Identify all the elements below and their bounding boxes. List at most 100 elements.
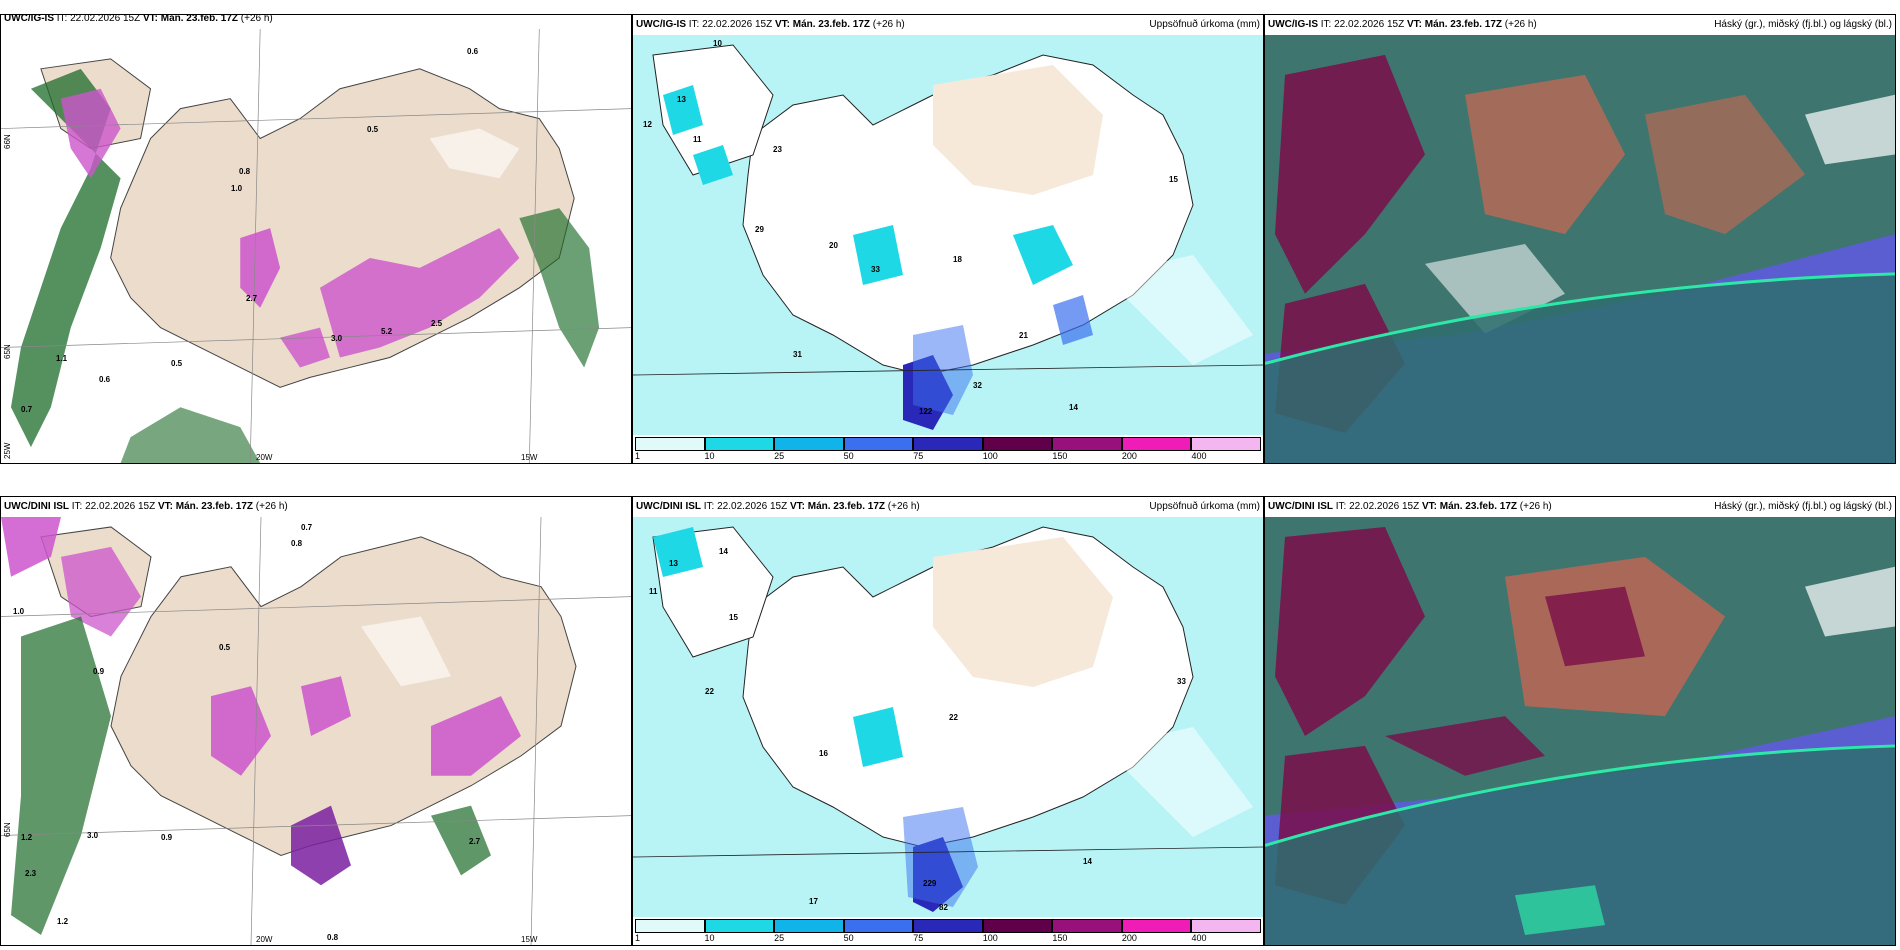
panel-header: UWC/IG-IS IT: 22.02.2026 15Z VT: Mán. 23… (1, 14, 631, 29)
colorbar-segment (704, 437, 775, 451)
valid-time: VT: Mán. 23.feb. 17Z (774, 19, 870, 30)
value-label: 0.6 (467, 47, 479, 56)
value-label: 0.7 (301, 523, 313, 532)
panel-bottom-right: UWC/DINI ISL IT: 22.02.2026 15Z VT: Mán.… (1264, 496, 1896, 946)
colorbar-tick: 200 (1121, 933, 1137, 943)
lead-time: (+26 h) (240, 14, 273, 24)
precip-value: 22 (705, 687, 714, 696)
precip-value: 82 (939, 903, 948, 912)
colorbar-tick: 50 (843, 451, 854, 461)
colorbar-tick: 1 (635, 933, 641, 943)
panel-bottom-left: UWC/DINI ISL IT: 22.02.2026 15Z VT: Mán.… (0, 496, 632, 946)
precip-value: 17 (809, 897, 818, 906)
lon-label: 20W (256, 453, 273, 462)
lon-label: 15W (521, 453, 538, 462)
panel-header: UWC/IG-IS IT: 22.02.2026 15Z VT: Mán. 23… (633, 15, 1263, 35)
panel-title: Uppsöfnuð úrkoma (mm) (1149, 19, 1260, 30)
wind-precip-map: 0.6 0.5 0.8 1.0 2.7 3.0 5.2 2.5 0.5 0.7 … (1, 29, 631, 463)
precip-value: 22 (949, 713, 958, 722)
lon-label: 20W (256, 935, 273, 944)
value-label: 0.9 (161, 833, 173, 842)
panel-bottom-middle: UWC/DINI ISL IT: 22.02.2026 15Z VT: Mán.… (632, 496, 1264, 946)
precip-map: 13 14 15 11 22 16 22 33 229 82 14 17 (633, 517, 1263, 917)
precip-value: 20 (829, 241, 838, 250)
precip-value: 14 (1083, 857, 1092, 866)
precip-value: 32 (973, 381, 982, 390)
colorbar-segment (635, 919, 705, 933)
colorbar-tick: 150 (1052, 451, 1068, 461)
valid-time: VT: Mán. 23.feb. 17Z (1421, 501, 1517, 512)
colorbar-segment (843, 919, 914, 933)
precip-value: 21 (1019, 331, 1028, 340)
value-label: 2.7 (469, 837, 481, 846)
colorbar-tick: 1 (635, 451, 641, 461)
precip-value: 31 (793, 350, 802, 359)
model-name: UWC/DINI ISL (4, 501, 69, 512)
precip-value: 229 (923, 879, 937, 888)
colorbar-tick: 25 (774, 451, 785, 461)
precip-value: 33 (1177, 677, 1186, 686)
valid-time: VT: Mán. 23.feb. 17Z (157, 501, 253, 512)
precip-value: 13 (677, 95, 686, 104)
colorbar-segment (843, 437, 914, 451)
lat-label: 65N (3, 344, 12, 359)
model-name: UWC/IG-IS (1268, 19, 1318, 30)
precip-value: 16 (819, 749, 828, 758)
init-time: IT: 22.02.2026 15Z (1335, 501, 1420, 512)
lon-label: 15W (521, 935, 538, 944)
value-label: 0.5 (171, 359, 183, 368)
wind-precip-map: 0.7 0.8 1.0 0.5 0.9 3.0 1.2 2.3 1.2 0.8 … (1, 517, 631, 945)
colorbar-segment (774, 437, 844, 451)
precip-value: 11 (649, 587, 658, 596)
lat-label: 25W (3, 442, 12, 459)
value-label: 0.8 (291, 539, 303, 548)
colorbar-segment (982, 919, 1053, 933)
model-name: UWC/DINI ISL (636, 501, 701, 512)
lead-time: (+26 h) (887, 501, 920, 512)
lat-label: 66N (3, 134, 12, 149)
precip-value: 33 (871, 265, 880, 274)
value-label: 1.1 (56, 354, 68, 363)
panel-title: Uppsöfnuð úrkoma (mm) (1149, 501, 1260, 512)
colorbar-segment (913, 437, 983, 451)
colorbar-segment (1121, 919, 1192, 933)
colorbar-segment (913, 919, 983, 933)
value-label: 1.0 (13, 607, 25, 616)
lead-time: (+26 h) (872, 19, 905, 30)
model-name: UWC/IG-IS (4, 14, 54, 24)
valid-time: VT: Mán. 23.feb. 17Z (1406, 19, 1502, 30)
lead-time: (+26 h) (1504, 19, 1537, 30)
lead-time: (+26 h) (1519, 501, 1552, 512)
value-label: 0.7 (21, 405, 33, 414)
colorbar-tick: 150 (1052, 933, 1068, 943)
colorbar-tick: 400 (1191, 933, 1207, 943)
colorbar-tick: 75 (913, 933, 924, 943)
colorbar-segment (1052, 437, 1122, 451)
colorbar-tick: 10 (704, 451, 715, 461)
panel-header: UWC/DINI ISL IT: 22.02.2026 15Z VT: Mán.… (633, 497, 1263, 517)
panel-header: UWC/DINI ISL IT: 22.02.2026 15Z VT: Mán.… (1265, 497, 1895, 517)
value-label: 0.5 (219, 643, 231, 652)
colorbar-tick: 100 (982, 933, 998, 943)
value-label: 0.6 (99, 375, 111, 384)
model-name: UWC/IG-IS (636, 19, 686, 30)
init-time: IT: 22.02.2026 15Z (688, 19, 773, 30)
colorbar-segment (1191, 437, 1261, 451)
value-label: 0.8 (327, 933, 339, 942)
panel-top-right: UWC/IG-IS IT: 22.02.2026 15Z VT: Mán. 23… (1264, 14, 1896, 464)
value-label: 0.9 (93, 667, 105, 676)
panel-header: UWC/DINI ISL IT: 22.02.2026 15Z VT: Mán.… (1, 497, 631, 517)
value-label: 1.0 (231, 184, 243, 193)
colorbar: 1 10 25 50 75 100 150 200 400 (635, 919, 1261, 943)
colorbar-tick: 25 (774, 933, 785, 943)
init-time: IT: 22.02.2026 15Z (703, 501, 788, 512)
lat-label: 65N (3, 822, 12, 837)
cloud-map (1265, 35, 1895, 463)
panel-header: UWC/IG-IS IT: 22.02.2026 15Z VT: Mán. 23… (1265, 15, 1895, 35)
precip-value: 15 (1169, 175, 1178, 184)
value-label: 0.8 (239, 167, 251, 176)
colorbar-tick: 400 (1191, 451, 1207, 461)
value-label: 3.0 (87, 831, 99, 840)
precip-value: 12 (643, 120, 652, 129)
precip-value: 14 (719, 547, 728, 556)
